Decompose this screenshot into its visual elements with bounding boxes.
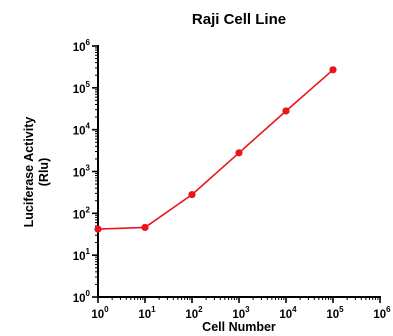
- y-tick-label: 101: [73, 247, 91, 263]
- y-axis-label-line-2: (Rlu): [37, 158, 51, 186]
- x-axis-label: Cell Number: [202, 320, 276, 334]
- y-tick-label: 106: [73, 38, 91, 54]
- y-tick-label: 104: [73, 122, 91, 138]
- x-tick-label: 105: [326, 305, 344, 321]
- y-axis-label: Luciferase Activity (Rlu): [22, 117, 51, 228]
- data-point: [282, 107, 290, 115]
- data-point: [235, 149, 243, 157]
- data-point: [188, 191, 196, 199]
- data-series: [94, 66, 337, 233]
- x-tick-label: 106: [373, 305, 391, 321]
- x-tick-label: 103: [232, 305, 250, 321]
- x-tick-label: 101: [138, 305, 156, 321]
- data-point: [329, 66, 337, 74]
- y-tick-label: 100: [73, 289, 91, 305]
- x-tick-label: 100: [91, 305, 109, 321]
- x-tick-label: 104: [279, 305, 297, 321]
- data-point: [141, 223, 149, 232]
- series-line: [97, 69, 334, 230]
- chart-title: Raji Cell Line: [192, 11, 286, 28]
- axes: [92, 45, 381, 303]
- tick-labels: 100 101 102 103 104 105 106 100 101 102 103 104 105 1…: [73, 38, 391, 321]
- y-tick-label: 103: [73, 164, 91, 180]
- x-tick-label: 102: [185, 305, 203, 321]
- y-tick-label: 105: [73, 80, 91, 96]
- y-axis-label-line-1: Luciferase Activity: [22, 117, 36, 228]
- y-tick-label: 102: [73, 205, 91, 221]
- data-point: [94, 225, 102, 233]
